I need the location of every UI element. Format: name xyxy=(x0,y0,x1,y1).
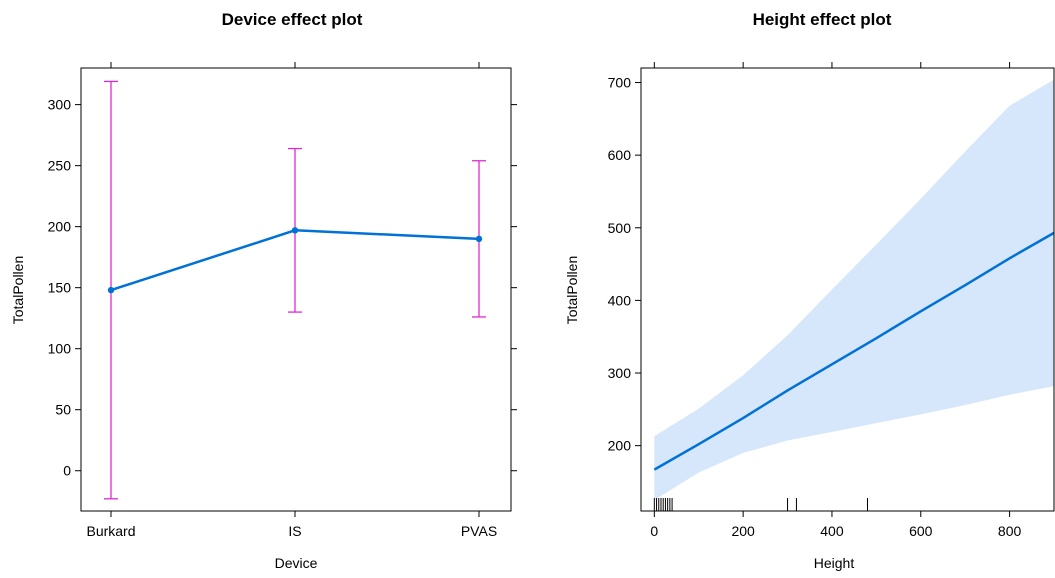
height-x-axis-label: Height xyxy=(814,555,855,571)
device-x-tick-label-burkard: Burkard xyxy=(86,523,135,539)
height-axes: 200 300 400 500 600 700 0 200 400 600 800 xyxy=(608,62,1022,539)
height-y-axis-label: TotalPollen xyxy=(564,256,580,325)
height-y-tick-label: 300 xyxy=(608,365,632,381)
device-y-tick-label: 0 xyxy=(63,463,71,479)
device-chart-title: Device effect plot xyxy=(222,10,363,29)
height-effect-line xyxy=(653,231,1055,471)
height-x-tick-label: 800 xyxy=(998,523,1022,539)
device-point-is xyxy=(291,227,299,234)
height-plot-frame xyxy=(640,67,1055,512)
device-plot-frame xyxy=(80,67,512,512)
device-y-tick-label: 200 xyxy=(48,219,72,235)
height-y-tick-label: 200 xyxy=(608,438,632,454)
height-y-tick-label: 400 xyxy=(608,292,632,308)
height-x-tick-label: 600 xyxy=(909,523,933,539)
device-x-tick-label-is: IS xyxy=(288,523,301,539)
device-y-tick-label: 250 xyxy=(48,158,72,174)
height-y-tick-label: 600 xyxy=(608,147,632,163)
device-y-tick-label: 150 xyxy=(48,280,72,296)
height-confidence-band xyxy=(654,79,1054,501)
height-plot-area xyxy=(653,79,1055,511)
height-chart-title: Height effect plot xyxy=(753,10,892,29)
device-y-tick-label: 300 xyxy=(48,97,72,113)
device-plot-area xyxy=(104,80,486,500)
device-y-axis-label: TotalPollen xyxy=(10,256,26,325)
device-point-burkard xyxy=(107,286,115,294)
height-y-tick-label: 500 xyxy=(608,220,632,236)
height-x-tick-label: 200 xyxy=(731,523,755,539)
height-effect-panel: Height effect plot Height TotalPollen 20… xyxy=(564,10,1055,571)
device-point-pvas xyxy=(475,235,483,243)
height-x-tick-label: 400 xyxy=(820,523,844,539)
device-x-tick-label-pvas: PVAS xyxy=(461,523,497,539)
device-effect-panel: Device effect plot Device TotalPollen 0 5… xyxy=(10,10,517,571)
device-y-tick-label: 50 xyxy=(55,402,71,418)
height-y-tick-label: 700 xyxy=(608,75,632,91)
height-x-tick-label: 0 xyxy=(650,523,658,539)
device-axes: 0 50 100 150 200 250 300 Burkard IS PVAS xyxy=(48,62,517,539)
device-x-axis-label: Device xyxy=(275,555,318,571)
device-y-tick-label: 100 xyxy=(48,341,72,357)
